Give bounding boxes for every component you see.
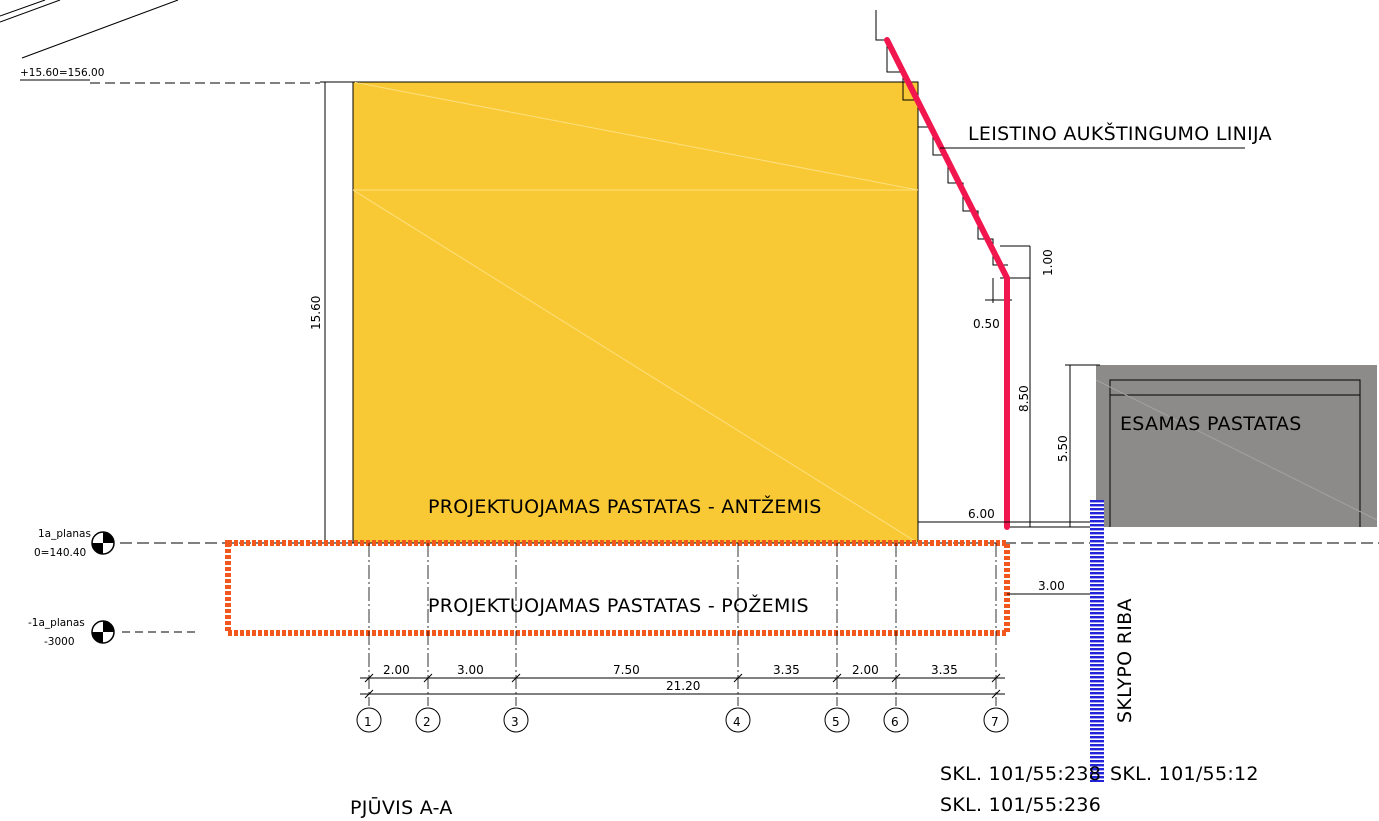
basement-level-value: -3000 [44,636,75,648]
existing-building-label: ESAMAS PASTATAS [1120,413,1302,435]
step-height-value: 1.00 [1041,249,1055,276]
existing-height-value: 5.50 [1056,435,1070,462]
span-3: 7.50 [613,663,640,677]
building-height-value: 15.60 [309,296,323,330]
basement-level-name: -1a_planas [28,617,85,629]
building-height-dimension: 15.60 [309,81,355,544]
height-limit-label: LEISTINO AUKŠTINGUMO LINIJA [968,121,1272,145]
span-5: 2.00 [852,663,879,677]
ground-level-value: 0=140.40 [34,547,86,559]
existing-building: ESAMAS PASTATAS [1095,365,1378,527]
existing-height-dimension: 5.50 [1056,364,1100,527]
height-limit-line: LEISTINO AUKŠTINGUMO LINIJA [884,37,1272,530]
building-above-label: PROJEKTUOJAMAS PASTATAS - ANTŽEMIS [428,495,822,518]
axis-label-1: 1 [364,715,372,729]
axis-label-5: 5 [832,715,840,729]
axis-gridlines [368,543,997,706]
axis-label-2: 2 [423,715,431,729]
boundary-distance-value: 3.00 [1038,579,1065,593]
ground-level: 1a_planas 0=140.40 [34,528,1379,559]
axis-label-4: 4 [733,715,741,729]
existing-distance-dimension: 6.00 [918,507,1098,523]
ground-level-name: 1a_planas [38,528,91,540]
top-level-mark: +15.60=156.00 [20,67,320,84]
axis-bubbles [356,707,1009,733]
basement-level: -1a_planas -3000 [28,617,200,648]
plot-boundary: SKLYPO RIBA [1090,500,1136,782]
height-limit-dimension: 8.50 [1010,278,1100,528]
span-dimensions [360,673,1005,699]
stepped-envelope [875,10,1031,303]
axis-label-3: 3 [511,715,519,729]
span-4: 3.35 [773,663,800,677]
top-level-label: +15.60=156.00 [20,67,104,79]
step-offset-value: 0.50 [973,317,1000,331]
corner-fragment [0,0,179,59]
section-title: PJŪVIS A-A [350,795,453,819]
span-2: 3.00 [457,663,484,677]
existing-distance-value: 6.00 [968,507,995,521]
axis-label-7: 7 [991,715,999,729]
span-1: 2.00 [383,663,410,677]
building-above-ground [352,81,919,544]
axis-label-6: 6 [891,715,899,729]
boundary-distance-dimension: 3.00 [1007,579,1098,595]
plot-right: SKL. 101/55:12 [1110,763,1259,785]
building-underground [225,540,1010,636]
building-below-label: PROJEKTUOJAMAS PASTATAS - POŽEMIS [428,594,809,617]
total-width: 21.20 [666,679,700,693]
span-6: 3.35 [931,663,958,677]
plot-boundary-label: SKLYPO RIBA [1114,598,1136,723]
height-limit-value: 8.50 [1017,385,1031,412]
plot-left-1: SKL. 101/55:238 [940,763,1101,785]
plot-left-2: SKL. 101/55:236 [940,794,1101,816]
